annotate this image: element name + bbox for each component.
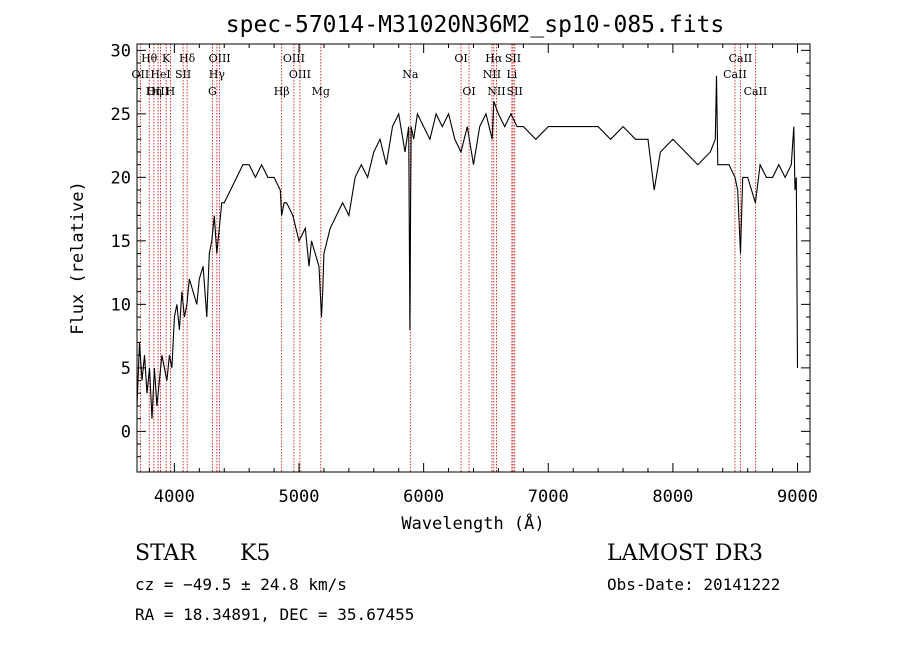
x-tick-label: 8000 (652, 487, 693, 507)
coordinates: RA = 18.34891, DEC = 35.67455 (135, 605, 414, 624)
line-marker-label: OIII (147, 85, 169, 98)
line-marker-label: Hγ (209, 68, 226, 81)
line-marker-label: SII (505, 52, 521, 65)
y-tick-label: 20 (111, 168, 131, 188)
y-tick-label: 5 (121, 359, 131, 379)
survey-name: LAMOST DR3 (607, 541, 763, 566)
y-axis: 0 5 10 15 20 25 30 (111, 41, 810, 458)
x-tick-label: 7000 (528, 487, 569, 507)
x-axis: 4000 5000 6000 7000 8000 9000 (148, 44, 818, 507)
line-marker-label: HeI (150, 68, 170, 81)
line-marker-label: Hδ (179, 52, 196, 65)
line-marker-label: H (166, 85, 176, 98)
y-tick-label: 30 (111, 41, 131, 61)
line-marker-label: Hθ (141, 52, 158, 65)
line-marker-label: NII (487, 85, 505, 98)
line-marker-label: SII (507, 85, 523, 98)
line-marker-label: OIII (209, 52, 231, 65)
plot-frame (136, 43, 811, 473)
line-marker-label: OII (132, 68, 150, 81)
line-marker-label: OI (454, 52, 467, 65)
spectrum-line (136, 75, 799, 419)
line-marker-label: Hη (146, 85, 162, 98)
line-marker-label: OIII (289, 68, 311, 81)
x-tick-label: 4000 (154, 487, 195, 507)
line-marker-label: NII (483, 68, 501, 81)
y-tick-label: 0 (121, 422, 131, 442)
line-marker-label: Hβ (274, 85, 290, 98)
line-marker-labels: Hθ OII OIII K HeI Hη SII H Hδ OIII Hγ G OIII OIII Hβ Mg… (132, 52, 768, 98)
line-marker-label: Hα (485, 52, 503, 65)
object-class: STAR (135, 541, 197, 566)
y-tick-label: 15 (111, 232, 131, 252)
y-tick-label: 10 (111, 295, 131, 315)
line-marker-label: Na (402, 68, 419, 81)
x-tick-label: 9000 (777, 487, 818, 507)
x-axis-label: Wavelength (Å) (401, 512, 544, 534)
line-marker-label: CaII (744, 85, 768, 98)
line-marker-label: OI (462, 85, 475, 98)
x-tick-label: 5000 (279, 487, 320, 507)
chart-title: spec-57014-M31020N36M2_sp10-085.fits (226, 12, 725, 38)
y-tick-label: 25 (111, 105, 131, 125)
redshift-text: cz = −49.5 ± 24.8 km/s (135, 575, 347, 594)
line-marker-label: OIII (283, 52, 305, 65)
object-subclass: K5 (240, 541, 270, 566)
line-marker-label: SII (175, 68, 191, 81)
line-marker-label: K (162, 52, 171, 65)
line-marker-label: CaII (729, 52, 753, 65)
line-marker-label: G (208, 85, 217, 98)
line-marker-label: CaII (723, 68, 747, 81)
line-marker-label: Mg (312, 85, 330, 98)
obs-date: Obs-Date: 20141222 (607, 575, 780, 594)
line-markers (139, 44, 756, 472)
x-tick-label: 6000 (403, 487, 444, 507)
line-marker-label: Li (506, 68, 517, 81)
y-axis-label: Flux (relative) (68, 181, 88, 335)
